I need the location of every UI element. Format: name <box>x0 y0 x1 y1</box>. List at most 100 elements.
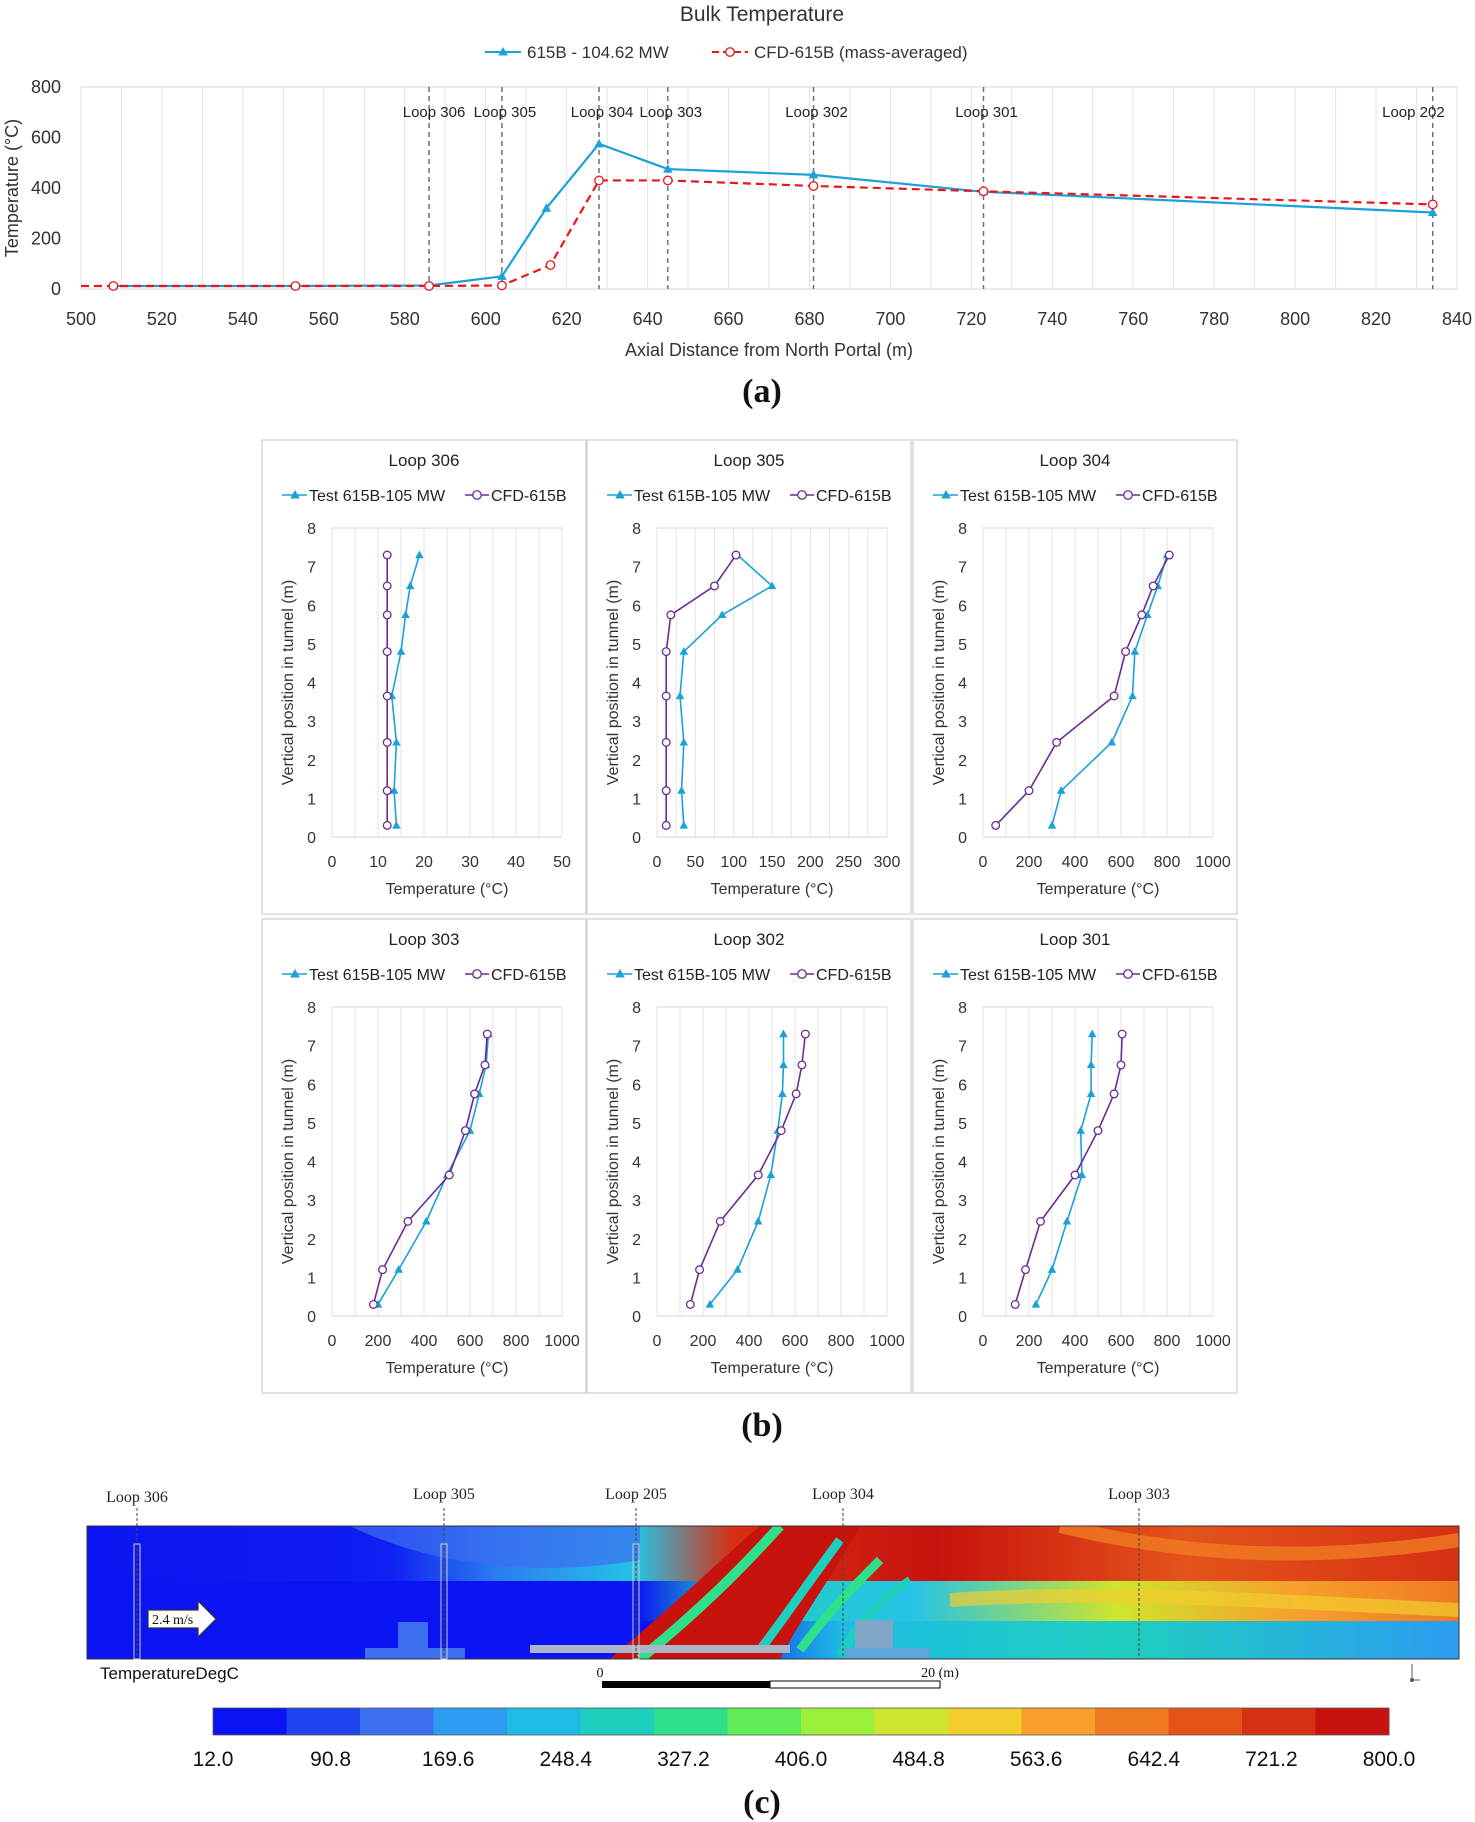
y-tick-label: 2 <box>958 753 967 770</box>
data-point <box>662 175 673 186</box>
legend-label: 615B - 104.62 MW <box>527 43 669 62</box>
data-point <box>753 1216 763 1225</box>
y-tick-label: 4 <box>307 676 316 693</box>
legend-label: CFD-615B <box>1142 488 1218 505</box>
data-point <box>731 550 741 560</box>
data-point <box>1036 1216 1045 1226</box>
data-point <box>663 164 673 173</box>
y-tick-label: 4 <box>307 1155 316 1172</box>
series-line <box>995 554 1171 826</box>
x-tick-label: 400 <box>1062 854 1089 871</box>
data-point <box>1077 1170 1087 1179</box>
y-tick-label: 2 <box>307 1232 316 1249</box>
y-tick-label: 6 <box>307 1077 316 1094</box>
x-tick-label: 800 <box>1154 854 1181 871</box>
x-tick-label: 200 <box>1016 1333 1043 1350</box>
legend-marker <box>941 490 951 499</box>
loop-marker-label: Loop 303 <box>640 104 703 121</box>
velocity-arrow <box>147 1599 217 1639</box>
x-tick-label: 520 <box>147 309 177 329</box>
series-line <box>390 554 421 826</box>
x-tick-label: 250 <box>835 854 862 871</box>
data-point <box>1148 581 1158 591</box>
y-tick-label: 6 <box>632 1077 641 1094</box>
data-point <box>470 1089 480 1099</box>
x-tick-label: 50 <box>553 854 571 871</box>
data-point <box>733 1265 742 1273</box>
legend-marker <box>941 969 951 978</box>
data-point <box>382 581 392 591</box>
colorbar-swatch <box>580 1708 655 1735</box>
legend-label: CFD-615B <box>491 488 567 505</box>
colorbar-swatch <box>654 1708 728 1735</box>
data-point <box>808 169 819 179</box>
colorbar-frame <box>212 1707 1390 1736</box>
contour-field <box>87 1526 1459 1659</box>
loop-marker-label: Loop 305 <box>474 104 537 121</box>
x-axis-label: Temperature (°C) <box>711 881 834 898</box>
y-tick-label: 8 <box>307 1000 316 1017</box>
chart-title: Loop 305 <box>714 451 785 470</box>
data-point <box>108 281 119 291</box>
data-point <box>1010 1299 1020 1309</box>
y-axis-label: Vertical position in tunnel (m) <box>280 1059 297 1264</box>
data-point <box>382 550 392 560</box>
y-tick-label: 400 <box>31 178 61 198</box>
legend-marker <box>290 490 300 499</box>
y-tick-label: 7 <box>307 560 316 577</box>
x-tick-label: 0 <box>653 854 662 871</box>
x-tick-label: 0 <box>653 1333 662 1350</box>
x-tick-label: 540 <box>228 309 258 329</box>
y-tick-label: 0 <box>632 830 641 847</box>
data-point <box>800 1029 810 1039</box>
x-tick-label: 400 <box>736 1333 763 1350</box>
data-point <box>396 647 406 655</box>
series-line <box>1035 1034 1094 1305</box>
legend-label: Test 615B-105 MW <box>634 488 771 505</box>
y-axis-label: Temperature (°C) <box>2 119 22 257</box>
colorbar-swatch <box>507 1708 581 1735</box>
colorbar-swatch <box>948 1708 1022 1735</box>
legend-marker <box>797 490 807 500</box>
data-point <box>679 820 689 829</box>
data-point <box>497 271 507 280</box>
legend: 615B - 104.62 MW CFD-615B (mass-averaged) <box>485 43 968 62</box>
data-point <box>394 1265 403 1273</box>
x-tick-label: 600 <box>1108 1333 1135 1350</box>
x-tick-label: 0 <box>328 854 337 871</box>
legend-label: Test 615B-105 MW <box>634 967 771 984</box>
field-label: TemperatureDegC <box>100 1664 239 1683</box>
y-tick-label: 1 <box>958 791 967 808</box>
x-tick-label: 700 <box>875 309 905 329</box>
y-tick-label: 200 <box>31 229 61 249</box>
data-point <box>778 1089 787 1098</box>
data-point <box>753 1170 763 1180</box>
data-point <box>679 647 689 655</box>
chart-title: Bulk Temperature <box>680 3 844 26</box>
data-point <box>482 1029 492 1039</box>
y-tick-label: 0 <box>632 1309 641 1326</box>
x-tick-label: 200 <box>797 854 824 871</box>
y-tick-label: 4 <box>958 1155 967 1172</box>
contour-loop-label: Loop 305 <box>413 1486 475 1503</box>
data-point <box>403 1216 413 1226</box>
data-point <box>779 1060 788 1069</box>
data-point <box>545 260 556 270</box>
legend-label: CFD-615B <box>816 488 892 505</box>
x-tick-label: 20 <box>415 854 433 871</box>
colorbar-swatch <box>1168 1708 1243 1735</box>
y-tick-label: 0 <box>958 830 967 847</box>
legend-label: CFD-615B <box>816 967 892 984</box>
y-tick-label: 1 <box>632 1270 641 1287</box>
y-tick-label: 5 <box>958 1116 967 1133</box>
series-line <box>689 1033 807 1305</box>
data-point <box>1052 737 1062 747</box>
scale-bar: 0 20 (m) <box>597 1666 959 1689</box>
x-tick-label: 40 <box>507 854 525 871</box>
legend-label: CFD-615B <box>1142 967 1218 984</box>
y-tick-label: 7 <box>307 1039 316 1056</box>
panel-label-a: (a) <box>742 373 782 410</box>
data-point <box>405 581 415 590</box>
x-tick-label: 0 <box>328 1333 337 1350</box>
